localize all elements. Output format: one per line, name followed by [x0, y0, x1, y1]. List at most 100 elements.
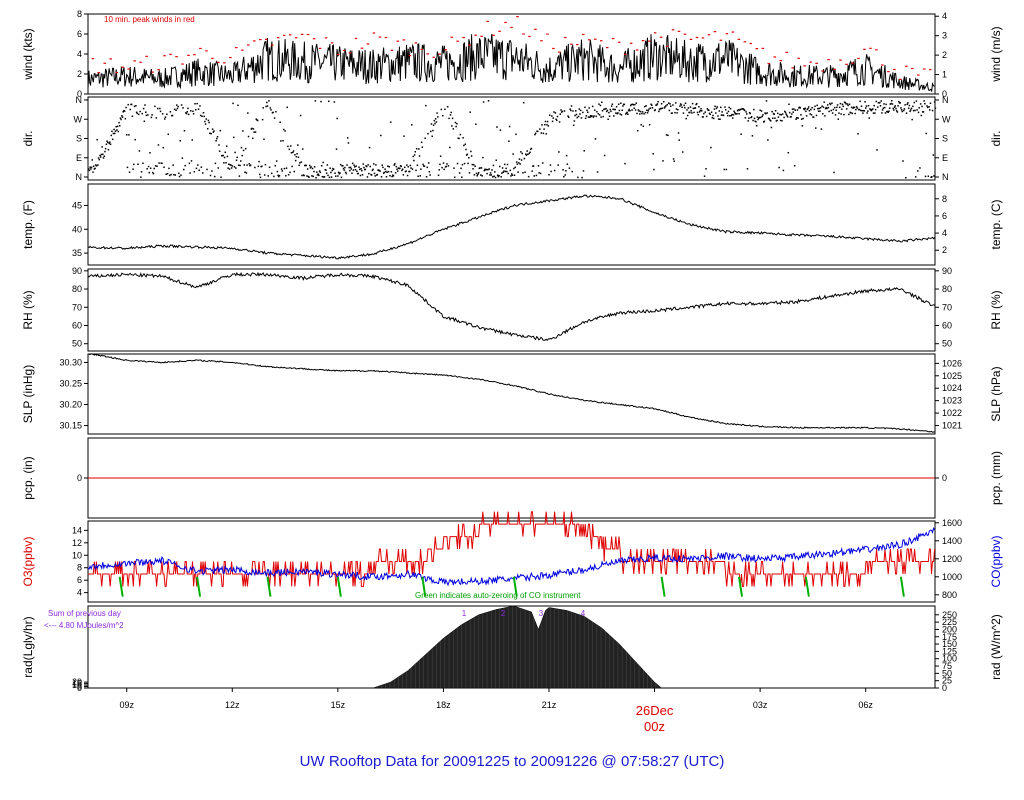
direction-point [923, 100, 925, 102]
direction-point [105, 143, 108, 146]
direction-point [761, 115, 764, 118]
direction-point [738, 112, 740, 115]
direction-point [231, 165, 234, 167]
direction-point [259, 173, 261, 176]
direction-point [487, 168, 489, 171]
direction-point [337, 175, 339, 177]
direction-point [240, 160, 242, 162]
direction-point [172, 164, 174, 166]
right-tick-label: 2 [942, 245, 947, 255]
direction-point [541, 124, 543, 126]
direction-point [353, 164, 355, 166]
direction-point [603, 108, 605, 111]
direction-point [332, 168, 335, 171]
left-axis-label: wind (kts) [21, 28, 35, 80]
peak-wind-mark [600, 40, 603, 42]
direction-point [550, 170, 552, 173]
peak-wind-mark [384, 36, 388, 39]
direction-point [334, 172, 336, 174]
direction-point [311, 167, 314, 170]
direction-point [496, 174, 499, 176]
direction-point [203, 115, 205, 118]
direction-point [396, 168, 398, 171]
co-auto-zero-mark [421, 576, 427, 597]
direction-point [145, 114, 148, 117]
peak-wind-mark [306, 33, 310, 36]
direction-point [784, 110, 786, 113]
peak-wind-mark [157, 69, 160, 71]
direction-point [411, 124, 413, 126]
direction-point [258, 160, 260, 163]
direction-point [575, 110, 577, 112]
direction-point [152, 171, 154, 174]
peak-wind-mark [546, 33, 549, 35]
direction-point [115, 125, 117, 128]
direction-point [609, 108, 612, 111]
direction-point [111, 138, 114, 141]
direction-point [315, 176, 317, 179]
direction-point [602, 115, 604, 118]
direction-point [339, 163, 342, 166]
direction-point [413, 159, 415, 162]
panel-slp: 30.15 30.20 30.25 30.30 1021 1022 1023 1024 1025… [21, 353, 1003, 435]
direction-point [934, 107, 937, 109]
peak-wind-mark [635, 49, 639, 51]
direction-point [477, 172, 480, 174]
direction-point [856, 107, 859, 109]
right-tick-label: 125 [942, 646, 957, 656]
direction-point [371, 169, 374, 172]
direction-point [425, 104, 427, 107]
direction-point [449, 146, 451, 149]
direction-point [385, 175, 388, 178]
direction-point [99, 154, 101, 157]
direction-point [432, 124, 435, 127]
direction-point [884, 112, 887, 114]
peak-wind-mark [683, 33, 687, 35]
direction-point [344, 166, 346, 169]
direction-point [406, 174, 409, 177]
direction-point [711, 116, 714, 119]
direction-point [268, 166, 271, 169]
x-axis-day-sublabel: 00z [644, 719, 665, 734]
direction-point [266, 105, 269, 107]
direction-point [793, 165, 796, 167]
direction-point [472, 168, 474, 170]
direction-point [282, 139, 284, 142]
direction-point [680, 104, 683, 106]
direction-point [820, 128, 823, 130]
direction-point [885, 103, 887, 106]
direction-point [753, 108, 755, 111]
direction-point [460, 167, 462, 170]
direction-point [863, 110, 866, 112]
direction-point [767, 139, 769, 141]
direction-point [387, 165, 389, 167]
direction-point [403, 135, 405, 137]
direction-point [548, 114, 551, 116]
direction-point [605, 110, 608, 113]
direction-point [851, 112, 854, 115]
direction-point [836, 104, 839, 106]
direction-point [556, 115, 559, 118]
direction-point [116, 129, 118, 131]
direction-point [724, 109, 727, 111]
direction-point [685, 117, 688, 120]
left-tick-label: 5 [77, 682, 82, 692]
direction-point [97, 157, 100, 159]
direction-point [676, 112, 678, 114]
direction-point [118, 121, 120, 124]
direction-point [684, 106, 686, 109]
direction-point [261, 165, 263, 168]
direction-point [380, 134, 382, 137]
direction-point [512, 153, 514, 155]
direction-point [888, 107, 891, 109]
direction-point [224, 151, 227, 154]
direction-point [126, 134, 128, 136]
direction-point [95, 164, 97, 166]
peak-wind-mark [917, 74, 920, 76]
direction-point [608, 111, 610, 114]
direction-point [686, 114, 689, 117]
x-tick-label: 09z [119, 700, 134, 710]
direction-point [883, 103, 885, 105]
right-axis-label: pcp. (mm) [989, 451, 1003, 505]
direction-point [620, 114, 623, 116]
